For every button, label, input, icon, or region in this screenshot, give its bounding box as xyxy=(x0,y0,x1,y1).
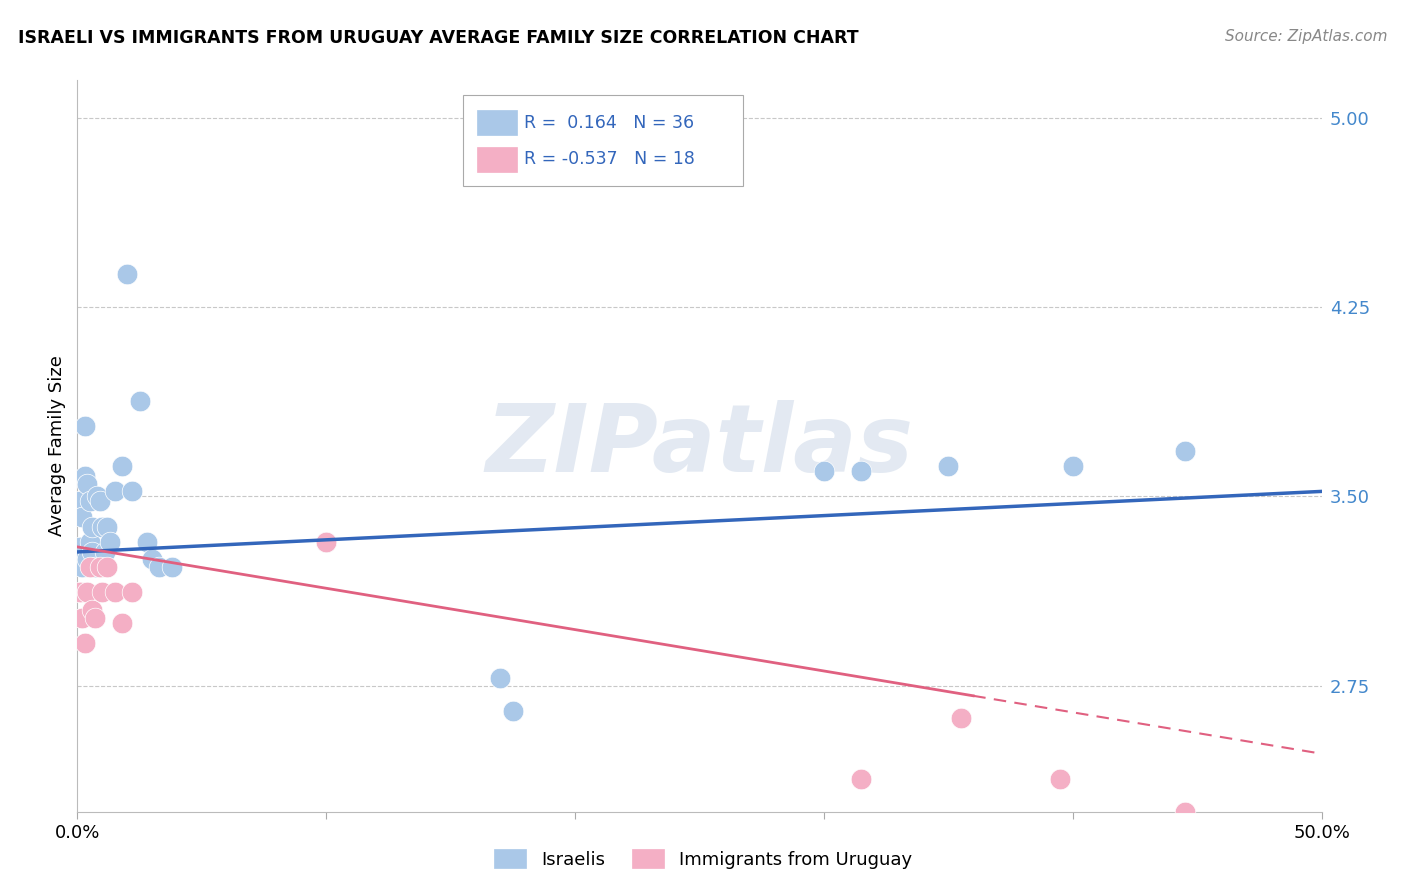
Point xyxy=(111,459,134,474)
Point xyxy=(315,534,337,549)
Point xyxy=(83,560,105,574)
Point xyxy=(502,704,524,718)
Point xyxy=(79,494,101,508)
Point xyxy=(69,494,91,508)
Point xyxy=(72,509,94,524)
Point xyxy=(96,519,118,533)
Point xyxy=(82,545,104,559)
Point xyxy=(1174,444,1197,458)
Point xyxy=(96,560,118,574)
Y-axis label: Average Family Size: Average Family Size xyxy=(48,356,66,536)
FancyBboxPatch shape xyxy=(477,111,516,136)
Point xyxy=(851,464,873,478)
Point xyxy=(91,585,114,599)
Point xyxy=(121,585,143,599)
Text: Source: ZipAtlas.com: Source: ZipAtlas.com xyxy=(1225,29,1388,44)
Text: ISRAELI VS IMMIGRANTS FROM URUGUAY AVERAGE FAMILY SIZE CORRELATION CHART: ISRAELI VS IMMIGRANTS FROM URUGUAY AVERA… xyxy=(18,29,859,46)
Point xyxy=(76,585,98,599)
Point xyxy=(89,494,111,508)
Text: ZIPatlas: ZIPatlas xyxy=(485,400,914,492)
Point xyxy=(72,560,94,574)
Point xyxy=(91,519,114,533)
Point xyxy=(73,636,96,650)
Point xyxy=(315,534,337,549)
Point xyxy=(69,540,91,554)
Point xyxy=(1174,805,1197,819)
Point xyxy=(813,464,835,478)
Text: R = -0.537   N = 18: R = -0.537 N = 18 xyxy=(524,150,695,169)
Point xyxy=(128,393,150,408)
Point xyxy=(115,268,138,282)
Point xyxy=(82,519,104,533)
Point xyxy=(104,585,127,599)
Point xyxy=(82,603,104,617)
Point xyxy=(121,484,143,499)
FancyBboxPatch shape xyxy=(477,147,516,171)
Point xyxy=(83,610,105,624)
Point xyxy=(79,560,101,574)
Point xyxy=(141,552,163,566)
Point xyxy=(489,671,512,685)
Point xyxy=(72,610,94,624)
Point xyxy=(1049,772,1071,786)
Point xyxy=(73,418,96,433)
Point xyxy=(104,484,127,499)
Point xyxy=(136,534,159,549)
Point xyxy=(76,552,98,566)
Legend: Israelis, Immigrants from Uruguay: Israelis, Immigrants from Uruguay xyxy=(486,842,920,876)
FancyBboxPatch shape xyxy=(463,95,742,186)
Point xyxy=(936,459,959,474)
Text: R =  0.164   N = 36: R = 0.164 N = 36 xyxy=(524,113,695,132)
Point xyxy=(76,476,98,491)
Point xyxy=(1062,459,1084,474)
Point xyxy=(148,560,170,574)
Point xyxy=(949,711,972,725)
Point xyxy=(69,585,91,599)
Point xyxy=(98,534,121,549)
Point xyxy=(851,772,873,786)
Point xyxy=(93,545,115,559)
Point xyxy=(79,534,101,549)
Point xyxy=(111,615,134,630)
Point xyxy=(86,490,108,504)
Point xyxy=(89,560,111,574)
Point xyxy=(160,560,183,574)
Point xyxy=(73,469,96,483)
